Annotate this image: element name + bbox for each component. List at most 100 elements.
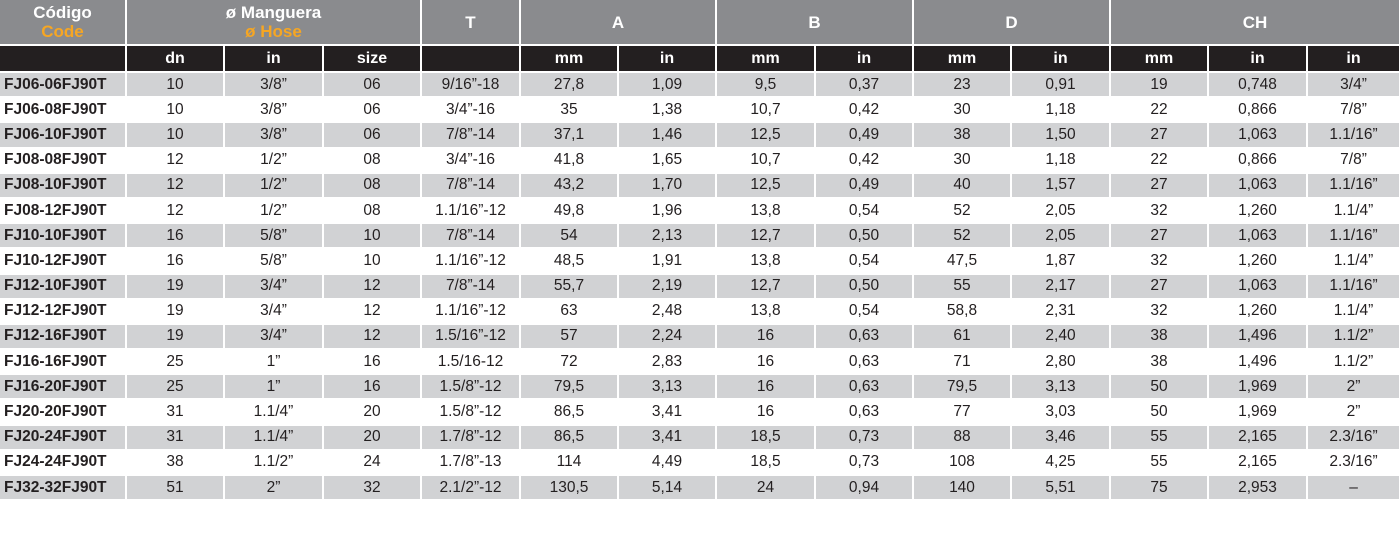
table-cell: 08 (322, 146, 422, 174)
table-cell: 57 (519, 322, 619, 351)
table-cell: 22 (1109, 96, 1209, 124)
subheader-cell: in (617, 45, 717, 73)
table-cell: 63 (519, 297, 619, 325)
table-cell: 27 (1109, 222, 1209, 250)
table-cell: 16 (715, 373, 816, 401)
table-cell: 51 (125, 473, 225, 502)
table-cell: 2.3/16” (1305, 423, 1400, 451)
table-cell: 0,73 (814, 423, 914, 451)
table-cell: 32 (1109, 247, 1209, 275)
table-cell: 38 (1109, 322, 1209, 351)
table-row: FJ08-10FJ90T 12 1/2” 08 7/8”-14 43,2 1,70 12,5 0… (0, 171, 1400, 199)
table-cell: 1.5/16-12 (420, 348, 521, 376)
table-cell: 18,5 (715, 448, 816, 477)
header-code: Código Code (0, 0, 127, 46)
table-row: FJ16-20FJ90T 25 1” 16 1.5/8”-12 79,5 3,13 16 0,6… (0, 373, 1400, 401)
table-cell: 2,48 (617, 297, 717, 325)
table-cell: 3,46 (1010, 423, 1111, 451)
table-cell: 1,496 (1207, 348, 1308, 376)
table-cell: 7/8” (1305, 96, 1400, 124)
table-cell: 1,063 (1207, 222, 1308, 250)
table-cell: 5,14 (617, 473, 717, 502)
table-cell: 3/8” (223, 121, 324, 149)
header-d: D (912, 0, 1111, 46)
table-cell: 48,5 (519, 247, 619, 275)
table-cell: 19 (125, 322, 225, 351)
table-cell: 16 (322, 373, 422, 401)
table-cell: 2,05 (1010, 222, 1111, 250)
table-cell: 2,165 (1207, 423, 1308, 451)
table-cell: 0,54 (814, 247, 914, 275)
table-row: FJ12-16FJ90T 19 3/4” 12 1.5/16”-12 57 2,24 16 0,… (0, 322, 1400, 351)
table-cell: 0,49 (814, 171, 914, 199)
table-row: FJ20-24FJ90T 31 1.1/4” 20 1.7/8”-12 86,5 3,41 1… (0, 423, 1400, 451)
table-cell: 38 (1109, 348, 1209, 376)
table-cell: 06 (322, 96, 422, 124)
table-cell: 5/8” (223, 222, 324, 250)
header-code-en: Code (41, 22, 84, 41)
header-t: T (420, 0, 521, 46)
table-cell: 3/4” (223, 322, 324, 351)
table-cell: 12,7 (715, 272, 816, 300)
table-cell: 3/4”-16 (420, 96, 521, 124)
table-cell: 2,05 (1010, 196, 1111, 225)
table-cell: 1,50 (1010, 121, 1111, 149)
subheader-cell (0, 45, 127, 73)
table-cell: 3/8” (223, 96, 324, 124)
table-cell: 0,49 (814, 121, 914, 149)
table-cell: 10 (125, 70, 225, 99)
subheader-cell: in (1207, 45, 1308, 73)
table-cell: 9/16”-18 (420, 70, 521, 99)
table-cell: 27,8 (519, 70, 619, 99)
table-cell: 1,70 (617, 171, 717, 199)
table-cell: 1.1/16”-12 (420, 247, 521, 275)
table-cell: 32 (1109, 297, 1209, 325)
table-cell: 72 (519, 348, 619, 376)
table-cell: 18,5 (715, 423, 816, 451)
table-cell: 10 (322, 222, 422, 250)
table-cell: 55 (912, 272, 1012, 300)
table-cell: 1” (223, 348, 324, 376)
table-cell: 12 (125, 146, 225, 174)
table-cell: 12 (322, 272, 422, 300)
table-cell: 24 (322, 448, 422, 477)
table-cell: 35 (519, 96, 619, 124)
product-code: FJ12-10FJ90T (0, 272, 127, 300)
table-cell: 79,5 (519, 373, 619, 401)
table-cell: 86,5 (519, 398, 619, 426)
header-hose: ø Manguera ø Hose (125, 0, 422, 46)
table-cell: 43,2 (519, 171, 619, 199)
table-cell: 27 (1109, 121, 1209, 149)
table-cell: 1,09 (617, 70, 717, 99)
table-cell: 2,31 (1010, 297, 1111, 325)
table-cell: 08 (322, 171, 422, 199)
table-cell: 23 (912, 70, 1012, 99)
table-cell: 12 (322, 297, 422, 325)
table-cell: 1,87 (1010, 247, 1111, 275)
product-code: FJ06-06FJ90T (0, 70, 127, 99)
table-cell: 9,5 (715, 70, 816, 99)
table-cell: 1/2” (223, 171, 324, 199)
table-cell: 31 (125, 423, 225, 451)
table-cell: 1.1/2” (1305, 322, 1400, 351)
table-row: FJ08-08FJ90T 12 1/2” 08 3/4”-16 41,8 1,65 10,7 0… (0, 146, 1400, 174)
table-cell: 19 (125, 297, 225, 325)
table-cell: 12,5 (715, 121, 816, 149)
table-cell: 1.1/2” (223, 448, 324, 477)
product-code: FJ08-10FJ90T (0, 171, 127, 199)
table-cell: 10,7 (715, 146, 816, 174)
product-code: FJ32-32FJ90T (0, 473, 127, 502)
table-cell: 0,42 (814, 146, 914, 174)
table-cell: 1,969 (1207, 398, 1308, 426)
table-cell: 7/8”-14 (420, 222, 521, 250)
subheader-cell: size (322, 45, 422, 73)
table-cell: 3,41 (617, 423, 717, 451)
table-cell: 0,73 (814, 448, 914, 477)
table-cell: 13,8 (715, 247, 816, 275)
table-row: FJ20-20FJ90T 31 1.1/4” 20 1.5/8”-12 86,5 3,41 1… (0, 398, 1400, 426)
table-cell: 108 (912, 448, 1012, 477)
table-cell: 37,1 (519, 121, 619, 149)
subheader-cell: mm (715, 45, 816, 73)
table-row: FJ16-16FJ90T 25 1” 16 1.5/16-12 72 2,83 16 0,63 7… (0, 348, 1400, 376)
table-cell: 2” (1305, 373, 1400, 401)
